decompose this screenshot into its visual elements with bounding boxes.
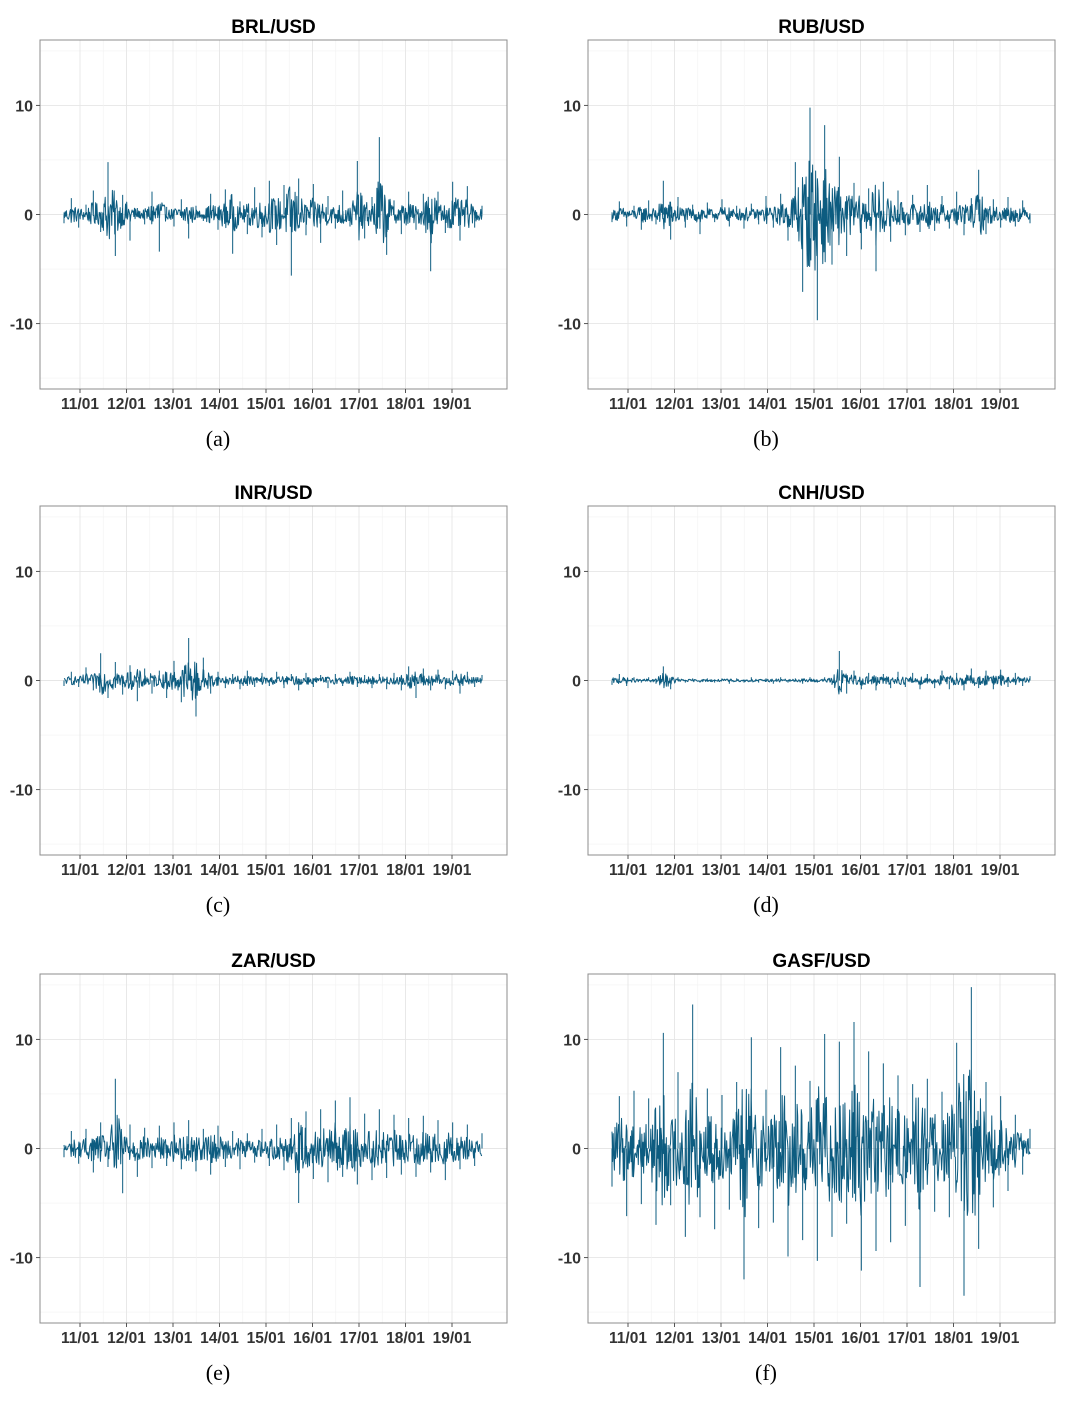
y-tick-label: 0 [24, 208, 33, 225]
x-tick-label: 17/01 [888, 862, 927, 879]
x-tick-label: 16/01 [841, 1330, 880, 1347]
x-tick-label: 16/01 [841, 396, 880, 413]
x-tick-label: 17/01 [340, 1330, 379, 1347]
x-tick-label: 11/01 [61, 862, 99, 879]
y-tick-label: 10 [15, 98, 33, 115]
x-tick-label: 19/01 [433, 396, 472, 413]
chart-panel-cnh-usd: CNH/USD 10 0 -10 11/01 12/01 13/01 14/01 15/01 16… [558, 483, 1056, 879]
x-tick-label: 13/01 [702, 396, 741, 413]
panel-caption: (b) [753, 426, 779, 451]
x-tick-label: 18/01 [386, 396, 425, 413]
chart-panel-inr-usd: INR/USD 10 0 -10 11/01 12/01 13/01 14/01 15/01 16… [10, 483, 508, 879]
x-tick-label: 15/01 [795, 862, 834, 879]
x-tick-label: 19/01 [981, 396, 1020, 413]
series-line [611, 651, 1031, 695]
grid [588, 40, 1055, 389]
chart-panel-gasf-usd: GASF/USD 10 0 -10 11/01 12/01 13/01 14/01 15/01 1… [558, 951, 1056, 1347]
y-tick-label: -10 [558, 317, 581, 334]
series-line [611, 987, 1031, 1296]
x-tick-label: 19/01 [433, 862, 472, 879]
x-tick-label: 15/01 [247, 396, 286, 413]
x-tick-label: 13/01 [702, 862, 741, 879]
x-tick-label: 12/01 [655, 862, 694, 879]
y-tick-label: 0 [572, 208, 581, 225]
x-tick-label: 13/01 [702, 1330, 741, 1347]
x-tick-label: 11/01 [609, 862, 647, 879]
y-tick-label: 0 [24, 674, 33, 691]
x-tick-label: 15/01 [795, 1330, 834, 1347]
x-tick-label: 19/01 [433, 1330, 472, 1347]
x-tick-label: 14/01 [748, 396, 787, 413]
x-tick-label: 18/01 [934, 396, 973, 413]
x-tick-label: 11/01 [61, 396, 99, 413]
y-tick-label: -10 [10, 1251, 33, 1268]
panel-caption: (a) [205, 426, 231, 451]
x-tick-label: 14/01 [200, 862, 239, 879]
x-tick-label: 15/01 [795, 396, 834, 413]
series-line [63, 1078, 483, 1204]
x-tick-label: 18/01 [386, 1330, 425, 1347]
y-tick-label: -10 [10, 317, 33, 334]
x-tick-label: 13/01 [154, 862, 193, 879]
x-tick-label: 13/01 [154, 1330, 193, 1347]
x-tick-label: 12/01 [107, 1330, 146, 1347]
x-tick-label: 17/01 [340, 396, 379, 413]
panel-caption: (f) [755, 1360, 777, 1385]
y-tick-label: 10 [563, 98, 581, 115]
panel-caption: (d) [753, 892, 779, 917]
x-tick-label: 12/01 [655, 1330, 694, 1347]
chart-title: ZAR/USD [231, 951, 315, 972]
chart-title: RUB/USD [778, 17, 865, 38]
chart-title: BRL/USD [231, 17, 315, 38]
x-tick-label: 17/01 [888, 1330, 927, 1347]
panel-caption: (c) [205, 892, 231, 917]
x-tick-label: 17/01 [888, 396, 927, 413]
x-tick-label: 12/01 [107, 396, 146, 413]
x-tick-label: 14/01 [748, 1330, 787, 1347]
y-tick-label: -10 [10, 783, 33, 800]
x-tick-label: 19/01 [981, 1330, 1020, 1347]
x-tick-label: 17/01 [340, 862, 379, 879]
y-tick-label: 10 [563, 564, 581, 581]
x-tick-label: 12/01 [655, 396, 694, 413]
x-tick-label: 14/01 [200, 1330, 239, 1347]
y-tick-label: -10 [558, 1251, 581, 1268]
chart-title: INR/USD [234, 483, 312, 504]
x-tick-label: 12/01 [107, 862, 146, 879]
y-tick-label: -10 [558, 783, 581, 800]
x-tick-label: 14/01 [200, 396, 239, 413]
y-tick-label: 10 [563, 1032, 581, 1049]
x-tick-label: 14/01 [748, 862, 787, 879]
series-line [63, 137, 483, 276]
x-tick-label: 16/01 [293, 396, 332, 413]
series-line [611, 107, 1031, 321]
chart-panel-rub-usd: RUB/USD 10 0 -10 11/01 12/01 13/01 14/01 15/01 16… [558, 17, 1056, 413]
x-tick-label: 16/01 [841, 862, 880, 879]
panel-caption: (e) [205, 1360, 231, 1385]
chart-title: GASF/USD [772, 951, 870, 972]
x-tick-label: 16/01 [293, 1330, 332, 1347]
x-tick-label: 11/01 [609, 1330, 647, 1347]
y-tick-label: 10 [15, 564, 33, 581]
y-tick-label: 0 [572, 1142, 581, 1159]
y-tick-label: 10 [15, 1032, 33, 1049]
x-tick-label: 18/01 [934, 1330, 973, 1347]
x-tick-label: 15/01 [247, 1330, 286, 1347]
chart-panel-brl-usd: BRL/USD 10 0 -10 11/01 12/01 13/01 14/01 15/01 16… [10, 17, 508, 413]
x-tick-label: 19/01 [981, 862, 1020, 879]
x-tick-label: 18/01 [386, 862, 425, 879]
x-tick-label: 11/01 [609, 396, 647, 413]
x-tick-label: 11/01 [61, 1330, 99, 1347]
x-tick-label: 15/01 [247, 862, 286, 879]
y-tick-label: 0 [572, 674, 581, 691]
chart-panel-zar-usd: ZAR/USD 10 0 -10 11/01 12/01 13/01 14/01 15/01 16… [10, 951, 508, 1347]
y-tick-label: 0 [24, 1142, 33, 1159]
chart-title: CNH/USD [778, 483, 865, 504]
x-tick-label: 18/01 [934, 862, 973, 879]
x-tick-label: 13/01 [154, 396, 193, 413]
series-line [63, 637, 483, 717]
x-tick-label: 16/01 [293, 862, 332, 879]
